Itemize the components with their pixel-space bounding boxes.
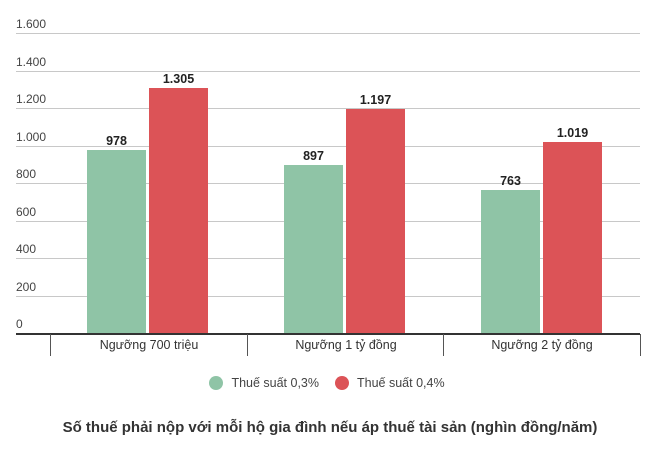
bar-value-label: 897: [303, 148, 324, 163]
legend-item-0-3: Thuế suất 0,3%: [209, 376, 319, 390]
gridline: [16, 70, 640, 72]
category-label: Ngưỡng 700 triệu: [99, 338, 199, 352]
y-tick-label: 400: [16, 242, 37, 256]
y-tick-label: 1.600: [16, 17, 47, 31]
category-divider: [50, 334, 51, 356]
category-divider: [443, 334, 444, 356]
y-tick-label: 200: [16, 279, 37, 294]
bar: [346, 108, 405, 333]
bar-value-label: 763: [500, 173, 521, 188]
bar-value-label: 1.019: [556, 125, 589, 140]
legend-item-0-4: Thuế suất 0,4%: [335, 376, 445, 390]
category-label: Ngưỡng 2 tỷ đồng: [491, 338, 593, 352]
category-label: Ngưỡng 1 tỷ đồng: [295, 338, 397, 352]
y-tick-label: 0: [16, 317, 23, 331]
x-axis-line: [16, 333, 640, 335]
bar: [284, 164, 343, 333]
legend-green-dot-icon: [209, 376, 224, 390]
bar: [87, 149, 146, 333]
y-tick-label: 600: [16, 204, 37, 219]
bar-value-label: 978: [106, 133, 127, 148]
legend: Thuế suất 0,3% Thuế suất 0,4%: [0, 376, 660, 390]
legend-label: Thuế suất 0,4%: [357, 376, 445, 390]
gridline: [16, 108, 640, 109]
y-tick-label: 1.000: [16, 129, 47, 144]
category-divider: [640, 334, 641, 356]
bar-value-label: 1.197: [359, 92, 392, 107]
y-tick-label: 1.200: [16, 92, 47, 106]
gridline: [16, 33, 640, 34]
legend-label: Thuế suất 0,3%: [231, 376, 319, 390]
legend-red-dot-icon: [335, 376, 349, 390]
y-tick-label: 1.400: [16, 54, 47, 69]
gridline: [16, 145, 640, 147]
bar-value-label: 1.305: [162, 72, 195, 87]
y-tick-label: 800: [16, 167, 37, 181]
category-divider: [247, 334, 248, 356]
chart-title: Số thuế phải nộp với mỗi hộ gia đình nếu…: [62, 419, 598, 436]
bar: [481, 189, 540, 333]
bar: [149, 88, 208, 333]
bar: [543, 141, 602, 333]
